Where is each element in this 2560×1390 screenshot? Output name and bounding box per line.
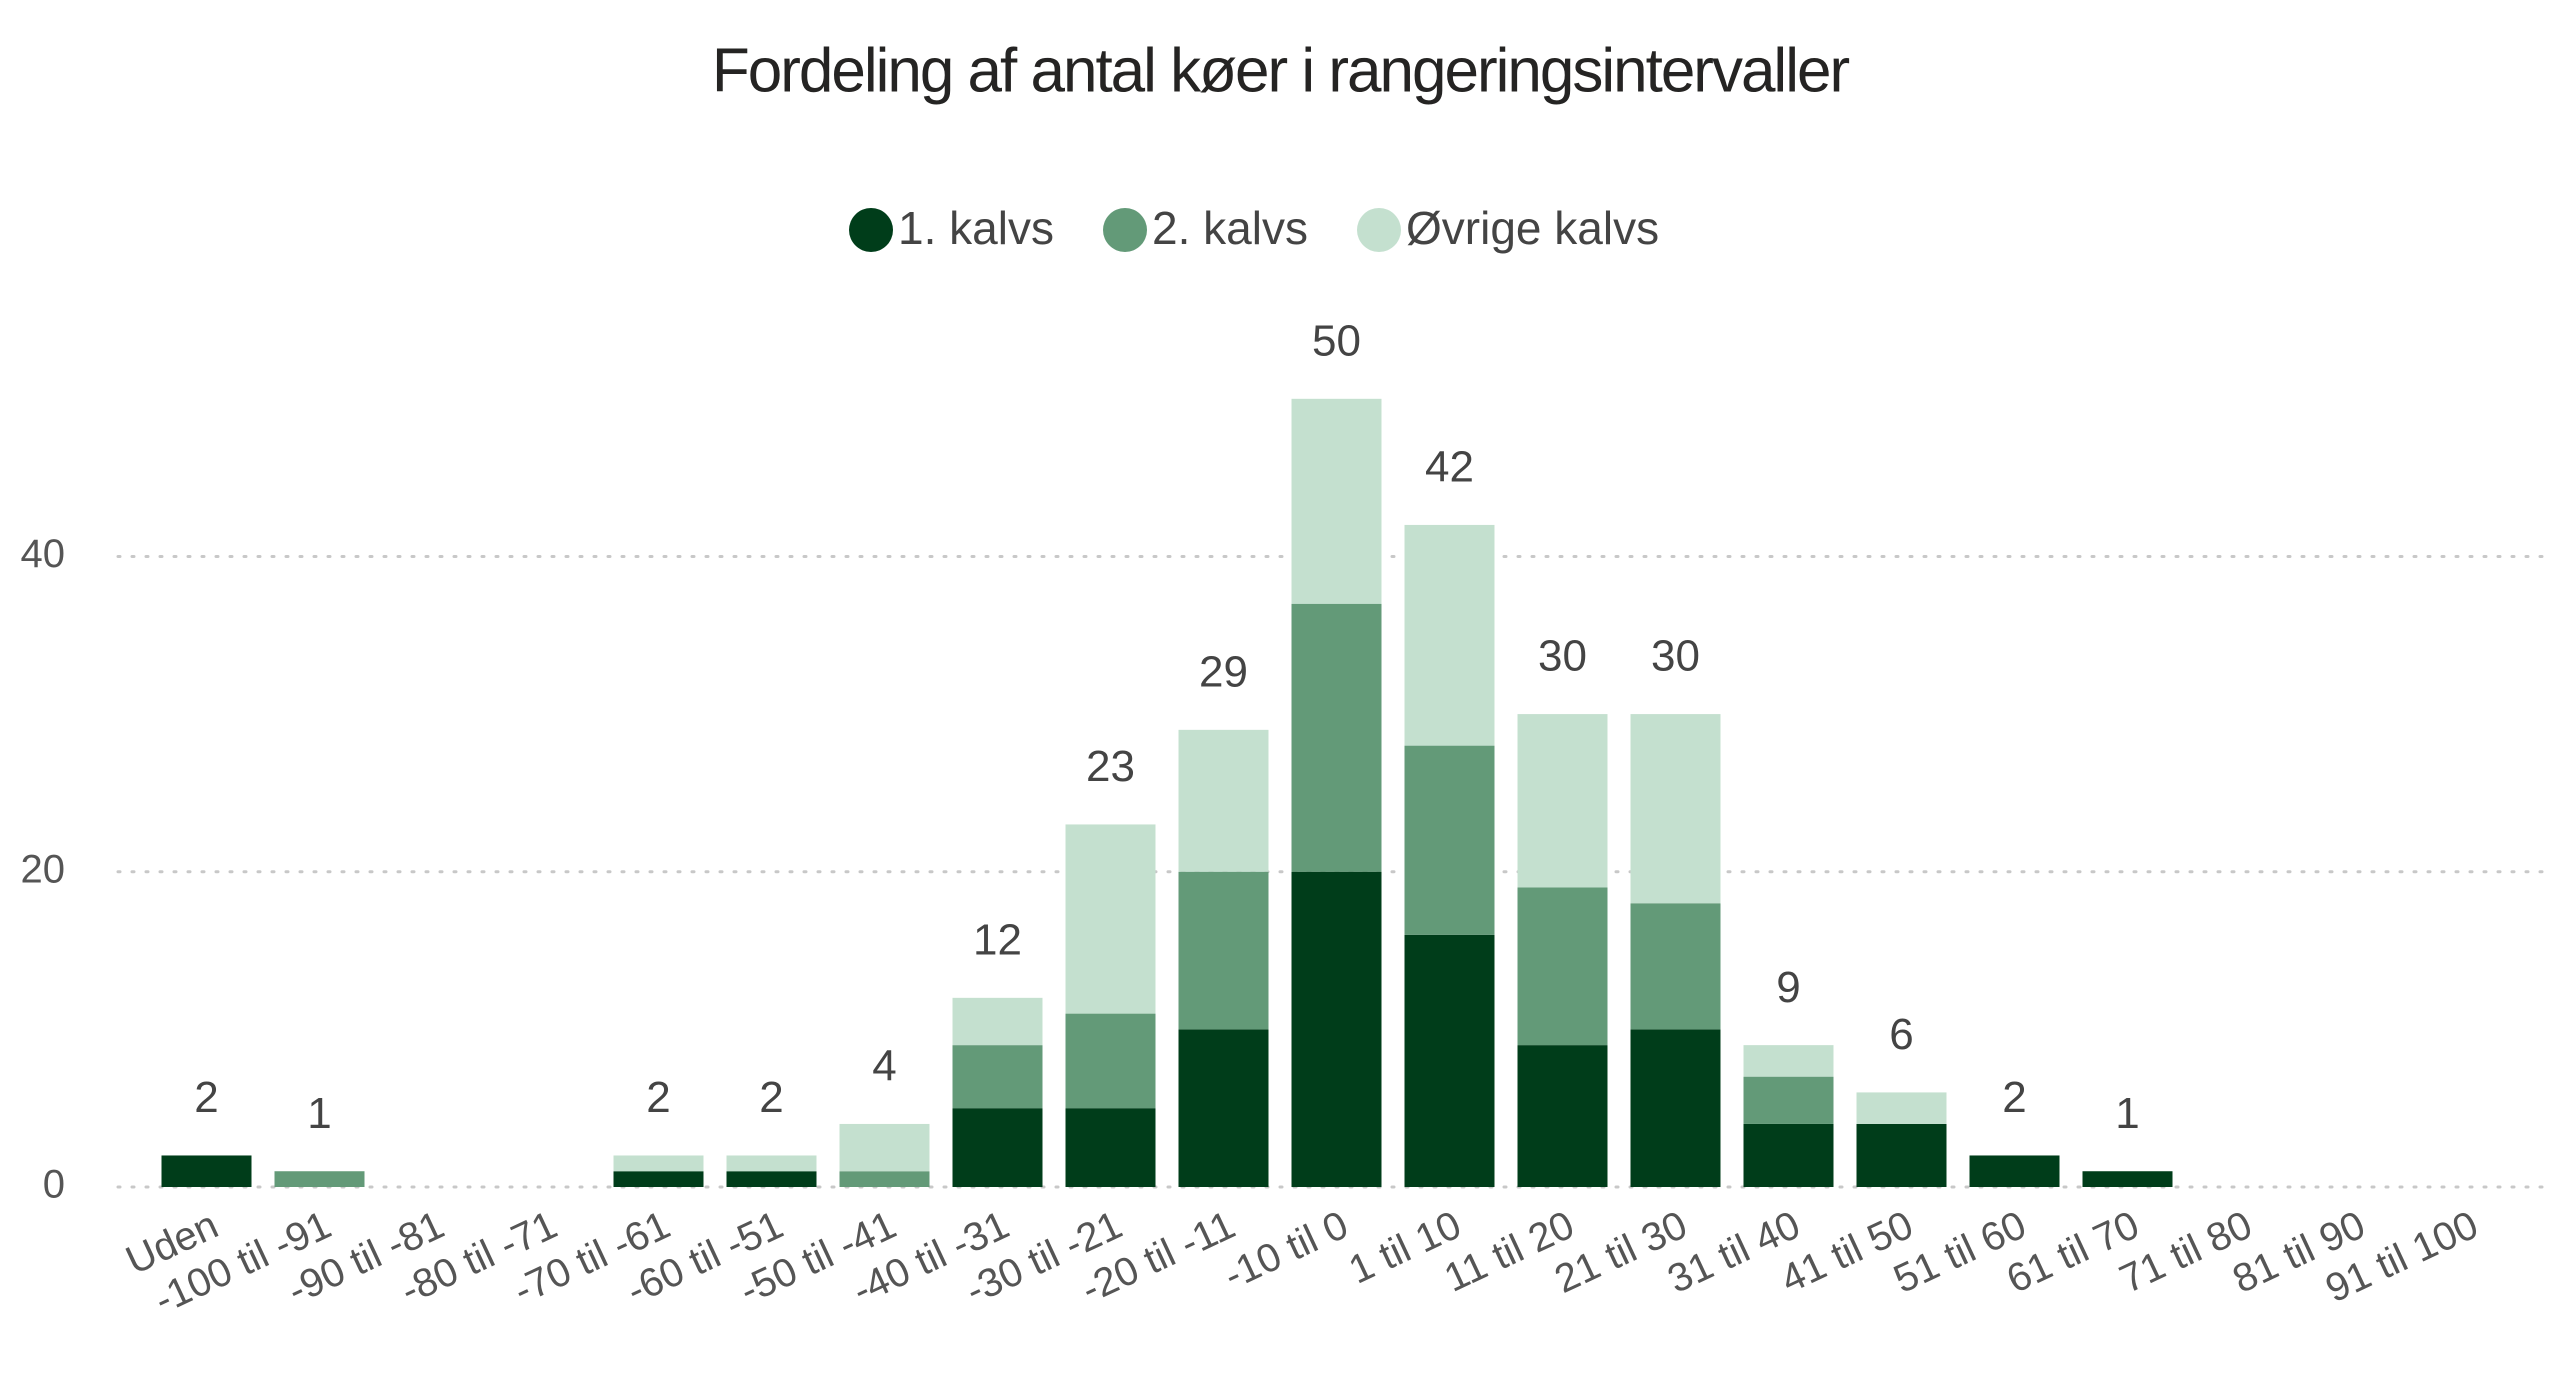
bar-segment	[1630, 903, 1721, 1030]
bar-segment	[1178, 1029, 1269, 1187]
bar-segment	[1969, 1155, 2060, 1187]
bar-segment	[1856, 1092, 1947, 1124]
total-label: 30	[1538, 632, 1587, 681]
x-tick-label: -10 til 0	[1217, 1203, 1354, 1298]
bar-segment	[1404, 745, 1495, 935]
bar-segment	[839, 1171, 930, 1187]
bar-segment	[1517, 1045, 1608, 1187]
legend-label: 1. kalvs	[898, 202, 1054, 254]
bar-segment	[1065, 824, 1156, 1014]
total-label: 6	[1889, 1010, 1913, 1059]
total-label: 1	[307, 1089, 331, 1138]
legend-marker	[849, 208, 893, 252]
total-label: 4	[872, 1042, 896, 1091]
bar-segment	[1743, 1076, 1834, 1124]
legend-label: 2. kalvs	[1152, 202, 1308, 254]
bar-segment	[1178, 871, 1269, 1030]
total-label: 50	[1312, 316, 1361, 365]
bar-segment	[2082, 1171, 2173, 1187]
bar-segment	[952, 1045, 1043, 1109]
total-label: 23	[1086, 742, 1135, 791]
bar-segment	[1404, 524, 1495, 746]
bar-segment	[1630, 1029, 1721, 1187]
legend-marker	[1357, 208, 1401, 252]
bar-segment	[726, 1155, 817, 1172]
bar-segment	[1291, 603, 1382, 872]
bar-segment	[839, 1123, 930, 1172]
total-label: 42	[1425, 443, 1474, 492]
total-label: 2	[646, 1073, 670, 1122]
chart-title: Fordeling af antal køer i rangeringsinte…	[712, 36, 1850, 105]
bar-segment	[1743, 1123, 1834, 1187]
total-label: 2	[2002, 1073, 2026, 1122]
legend-marker	[1103, 208, 1147, 252]
bar-segment	[161, 1155, 252, 1187]
bar-segment	[1065, 1108, 1156, 1187]
total-label: 2	[759, 1073, 783, 1122]
total-label: 1	[2115, 1089, 2139, 1138]
bar-segment	[1630, 714, 1721, 904]
bar-segment	[1178, 729, 1269, 872]
bar-segment	[1743, 1045, 1834, 1077]
y-tick-label: 40	[21, 532, 66, 576]
bar-segment	[952, 997, 1043, 1046]
bar-segment	[613, 1155, 704, 1172]
bar-segment	[1404, 934, 1495, 1187]
total-label: 2	[194, 1073, 218, 1122]
bar-segment	[1291, 871, 1382, 1187]
legend-label: Øvrige kalvs	[1406, 202, 1659, 254]
bar-segment	[1517, 887, 1608, 1046]
bar-segment	[613, 1171, 704, 1187]
bar-segment	[274, 1171, 365, 1187]
y-tick-label: 20	[21, 847, 66, 891]
total-label: 9	[1776, 963, 1800, 1012]
total-label: 12	[973, 915, 1022, 964]
total-label: 30	[1651, 632, 1700, 681]
bar-segment	[1517, 714, 1608, 888]
bar-segment	[1065, 1013, 1156, 1109]
bar-segment	[1856, 1123, 1947, 1187]
total-label: 29	[1199, 647, 1248, 696]
y-tick-label: 0	[43, 1163, 65, 1207]
bar-segment	[1291, 398, 1382, 604]
bar-segment	[952, 1108, 1043, 1187]
bar-segment	[726, 1171, 817, 1187]
